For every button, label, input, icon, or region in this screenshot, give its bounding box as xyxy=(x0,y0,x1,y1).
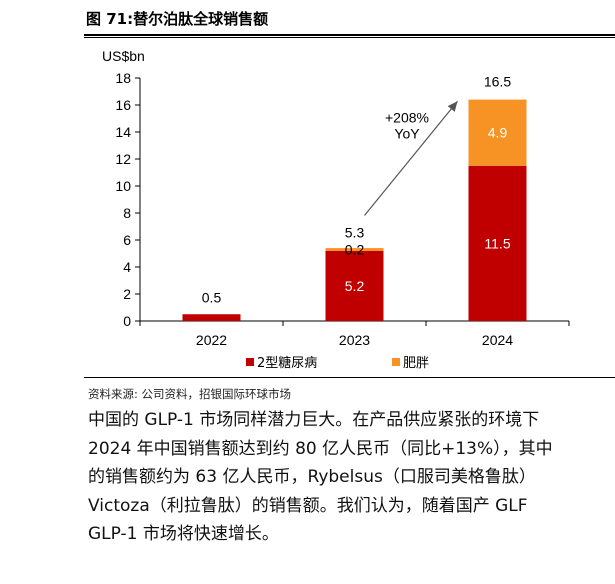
chart: US$bn 0 2 4 6 8 10 12 14 16 18 2022 2023 2024 0.5 5.2 0.… xyxy=(102,48,570,371)
bottom-rule xyxy=(84,377,615,378)
y-tick-label: 2 xyxy=(123,286,131,302)
y-tick-label: 0 xyxy=(123,313,131,329)
data-label: 11.5 xyxy=(484,235,510,251)
legend-swatch xyxy=(392,358,400,366)
bar-segment xyxy=(468,165,527,321)
top-rule xyxy=(84,34,615,36)
bar-segment xyxy=(468,99,527,166)
legend-label: 肥胖 xyxy=(403,356,429,371)
y-tick-label: 18 xyxy=(115,70,131,86)
y-tick-label: 10 xyxy=(115,178,131,194)
edge-mark xyxy=(608,34,615,36)
x-tick-label: 2023 xyxy=(339,332,370,348)
top-rule-secondary xyxy=(84,37,615,38)
yoy-annotation: +208% xyxy=(385,109,429,125)
source-note: 资料来源: 公司资料，招银国际环球市场 xyxy=(88,387,292,401)
figure-title: 图 71:替尔泊肽全球销售额 xyxy=(86,10,269,28)
y-unit-label: US$bn xyxy=(102,48,145,64)
paragraph-line: GLP-1 市场将快速增长。 xyxy=(88,524,279,544)
bar-segment xyxy=(325,250,384,321)
paragraph-line: 的销售额约为 63 亿人民币，Rybelsus（口服司美格鲁肽） xyxy=(88,467,536,487)
bar-segment xyxy=(325,248,384,251)
y-tick-label: 12 xyxy=(115,151,131,167)
yoy-arrow-line xyxy=(364,100,458,216)
data-label: 4.9 xyxy=(488,125,508,141)
y-tick-label: 14 xyxy=(115,124,131,140)
paragraph-line: 中国的 GLP-1 市场同样潜力巨大。在产品供应紧张的环境下 xyxy=(88,410,540,430)
y-tick-label: 4 xyxy=(123,259,131,275)
yoy-arrow-head xyxy=(447,101,458,112)
paragraph-line: Victoza（利拉鲁肽）的销售额。我们认为，随着国产 GLF xyxy=(88,495,528,516)
legend-label: 2型糖尿病 xyxy=(257,355,317,371)
yoy-annotation: YoY xyxy=(394,125,420,141)
x-tick-label: 2024 xyxy=(482,332,513,348)
paragraph-line: 2024 年中国销售额达到约 80 亿人民币（同比+13%），其中 xyxy=(88,438,553,459)
y-tick-label: 6 xyxy=(123,232,131,248)
bar-segment xyxy=(182,314,241,321)
legend-swatch xyxy=(246,358,254,366)
total-label: 5.3 xyxy=(345,224,365,240)
total-label: 0.5 xyxy=(202,289,222,305)
y-tick-label: 8 xyxy=(123,205,131,221)
body-paragraph: 中国的 GLP-1 市场同样潜力巨大。在产品供应紧张的环境下 2024 年中国销… xyxy=(88,406,615,549)
y-tick-label: 16 xyxy=(115,97,131,113)
x-tick-label: 2022 xyxy=(196,332,227,348)
total-label: 16.5 xyxy=(484,73,511,89)
data-label: 5.2 xyxy=(345,278,365,294)
data-label: 0.2 xyxy=(345,241,365,257)
